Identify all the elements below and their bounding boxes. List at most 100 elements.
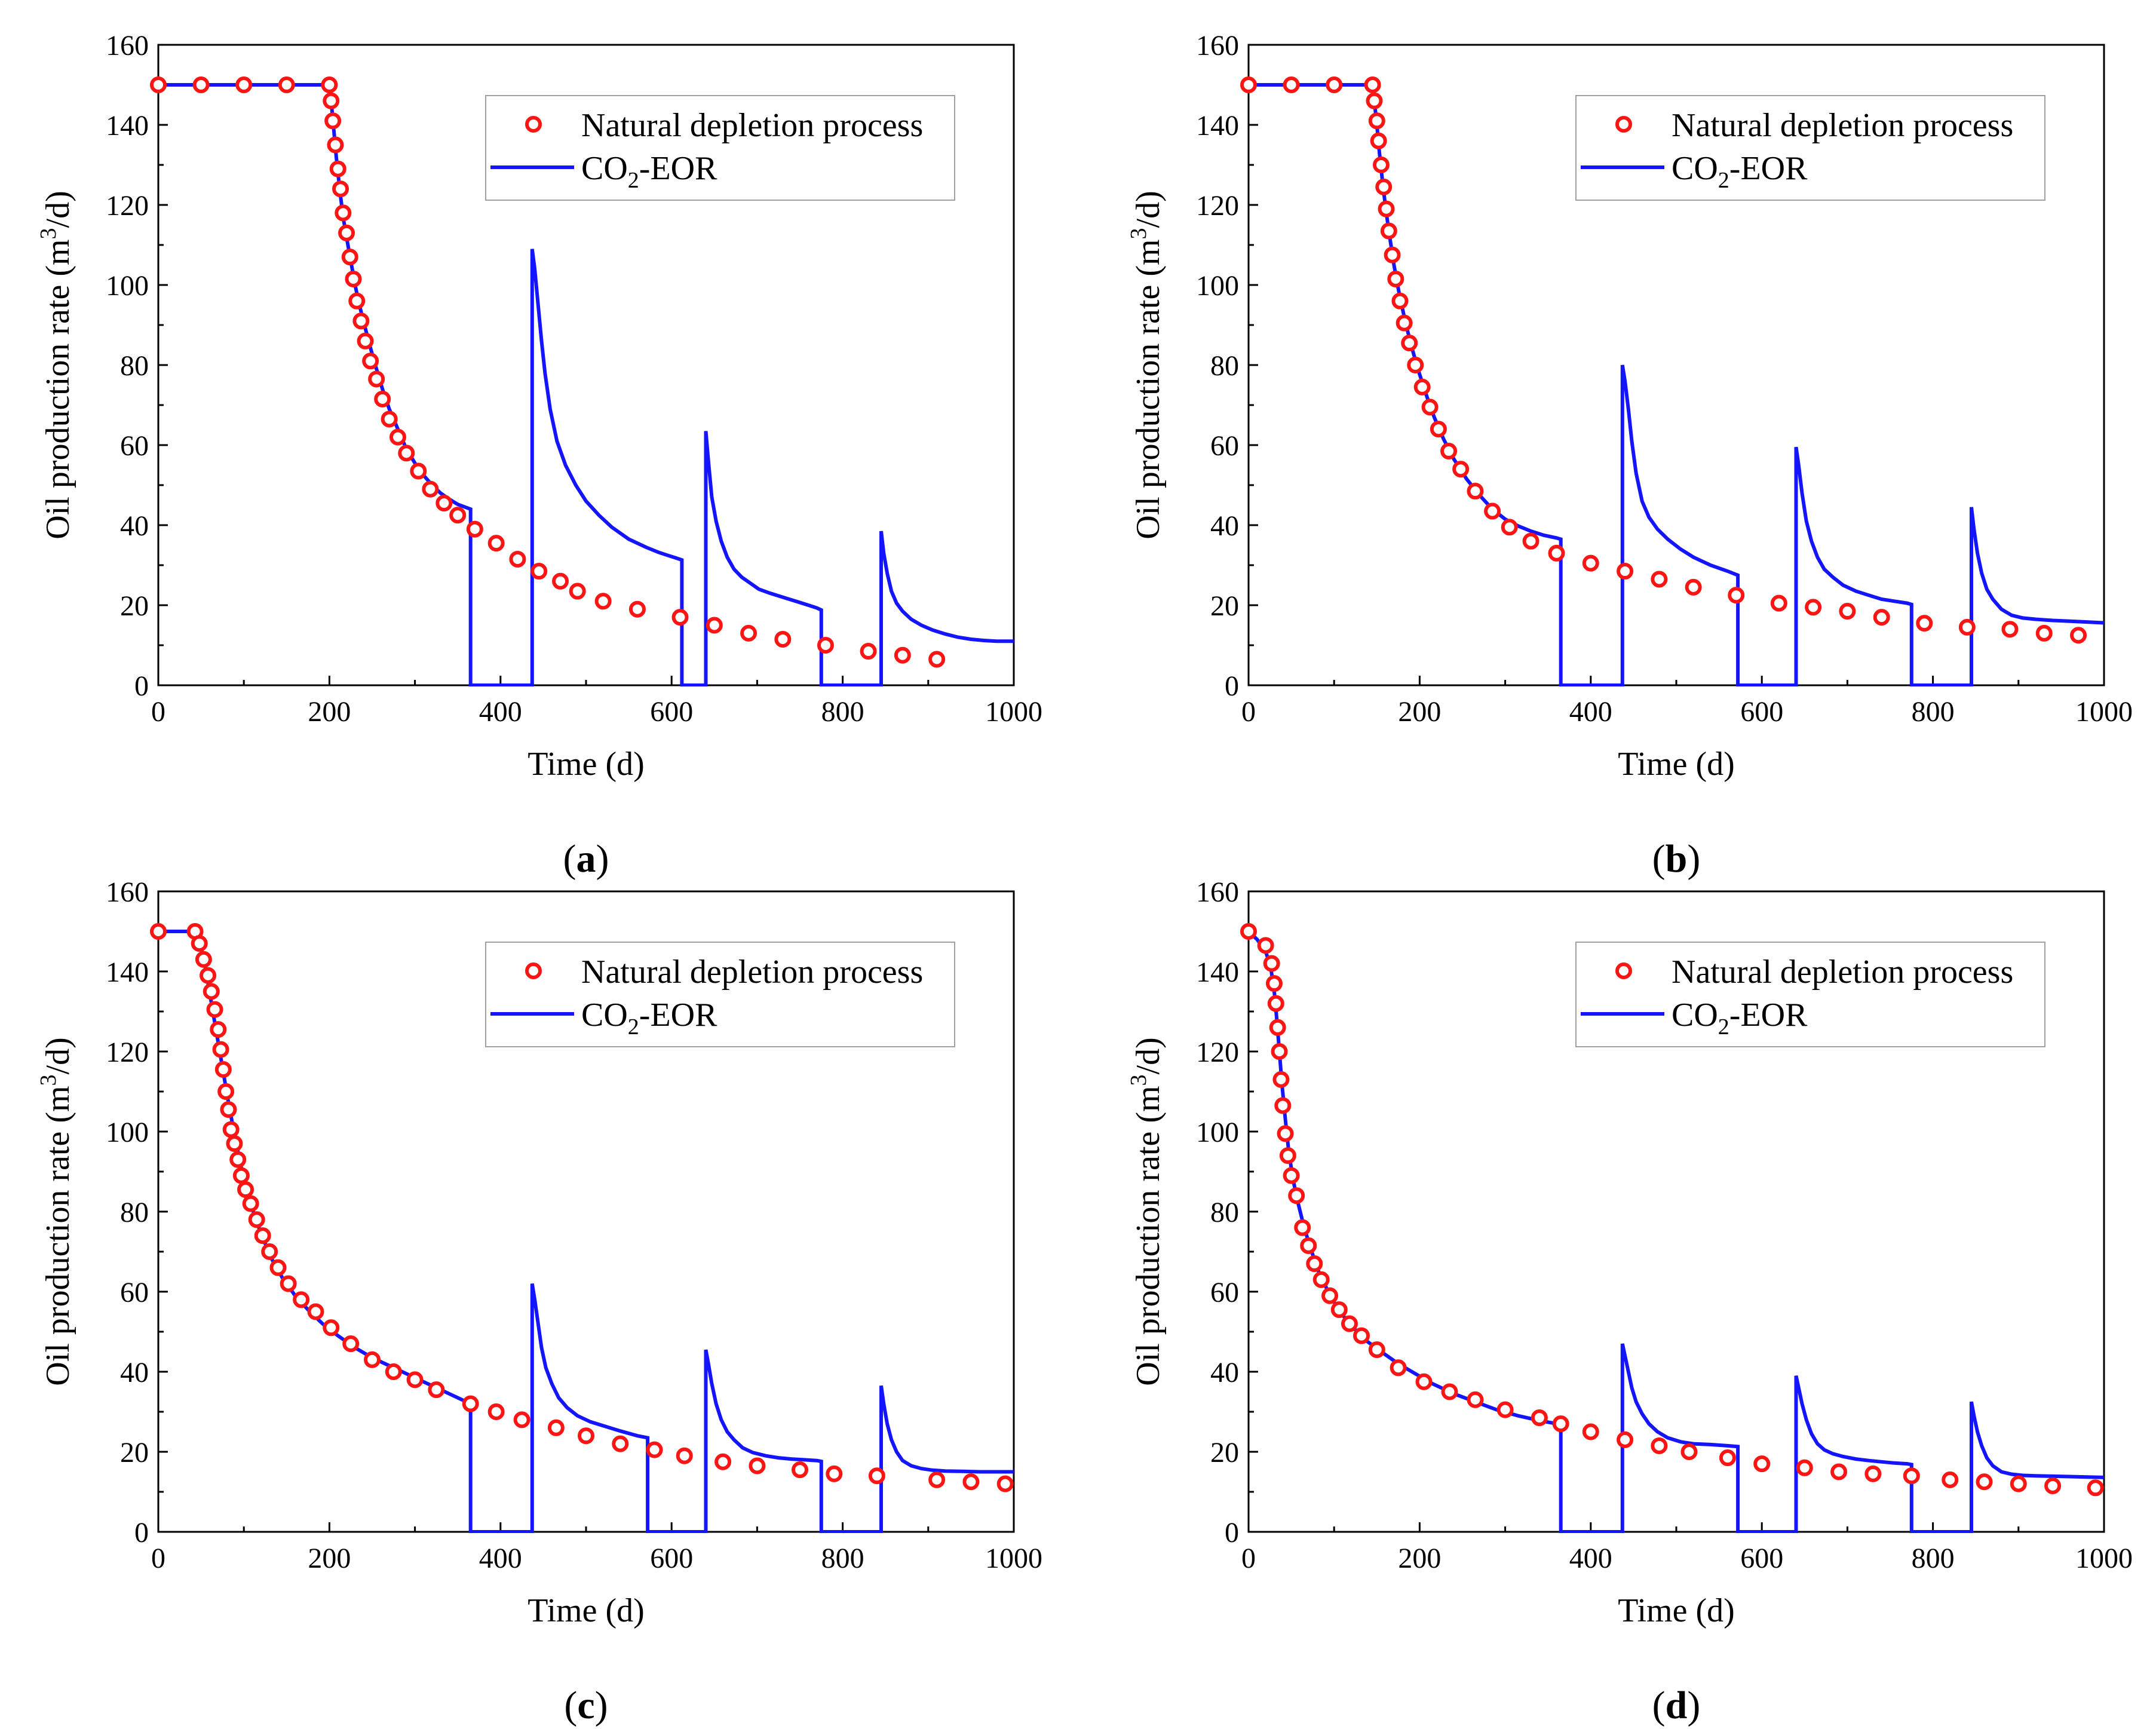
y-tick-label: 160 [106, 876, 149, 908]
y-tick-label: 80 [120, 350, 149, 382]
depletion-point [1484, 502, 1501, 520]
depletion-point [2035, 624, 2053, 642]
plot-area [150, 923, 1014, 1533]
depletion-point [826, 1465, 843, 1482]
depletion-point [714, 1453, 732, 1470]
depletion-point [612, 1435, 629, 1452]
y-tick-label: 40 [120, 1357, 149, 1388]
x-tick-label: 800 [821, 696, 864, 728]
depletion-point [1805, 599, 1822, 616]
depletion-point [1240, 76, 1257, 93]
depletion-point [2044, 1477, 2062, 1494]
depletion-point [792, 1461, 808, 1479]
depletion-point [192, 76, 210, 93]
depletion-point [646, 1441, 663, 1458]
depletion-point [569, 583, 586, 600]
y-tick-label: 20 [120, 1437, 149, 1469]
y-tick-label: 160 [1196, 876, 1239, 908]
depletion-point [357, 332, 374, 350]
depletion-point [487, 535, 505, 552]
depletion-point [206, 1001, 223, 1018]
depletion-point [1380, 222, 1397, 240]
depletion-point [293, 1291, 310, 1308]
depletion-point [1257, 937, 1274, 954]
y-tick-label: 0 [134, 670, 149, 702]
legend-eor-sub: 2 [628, 1014, 639, 1040]
depletion-point [1274, 1097, 1292, 1114]
legend: Natural depletion process CO2-EOR [485, 942, 955, 1047]
y-axis-title-sup: 3 [36, 1074, 61, 1086]
depletion-point [1384, 246, 1401, 263]
depletion-point [338, 224, 355, 241]
depletion-point [1269, 1019, 1286, 1036]
y-axis-title: Oil production rate (m3/d) [36, 191, 76, 539]
y-tick-label: 40 [1210, 1357, 1239, 1388]
depletion-point [1312, 1271, 1330, 1288]
depletion-point [487, 1403, 505, 1420]
depletion-point [1839, 603, 1856, 620]
depletion-point [1390, 1359, 1407, 1377]
depletion-point [1617, 563, 1634, 580]
legend: Natural depletion process CO2-EOR [1575, 942, 2045, 1047]
depletion-point [1496, 1401, 1514, 1418]
depletion-point [323, 92, 340, 109]
panel-label-close: ) [596, 837, 609, 881]
y-tick-label: 60 [1210, 430, 1239, 462]
depletion-point [200, 967, 217, 984]
depletion-point [749, 1457, 766, 1474]
depletion-point [229, 1151, 247, 1168]
depletion-point [1265, 975, 1283, 992]
depletion-point [364, 1351, 381, 1368]
depletion-point [1294, 1219, 1311, 1236]
depletion-point [342, 1335, 360, 1353]
depletion-point [628, 600, 646, 618]
depletion-point [381, 410, 398, 428]
y-axis-title-suffix: /d) [39, 1037, 76, 1074]
depletion-point [1378, 200, 1395, 217]
y-tick-label: 140 [106, 110, 149, 142]
legend-eor-sub: 2 [1718, 1014, 1729, 1040]
depletion-point [2070, 627, 2087, 644]
x-tick-label: 600 [1740, 1543, 1783, 1574]
depletion-point [1341, 1315, 1358, 1332]
x-tick-label: 800 [821, 1543, 864, 1574]
depletion-point [217, 1083, 235, 1100]
depletion-point [398, 444, 415, 462]
eor-series-line [1249, 83, 2105, 686]
depletion-point [1522, 532, 1539, 550]
y-tick-label: 20 [1210, 590, 1239, 622]
depletion-point [1582, 554, 1599, 572]
depletion-point [1441, 1383, 1458, 1400]
depletion-point [1368, 1341, 1385, 1359]
y-axis-title-suffix: /d) [1130, 191, 1167, 228]
depletion-point [341, 249, 358, 266]
y-axis-title-prefix: Oil production rate (m [39, 239, 76, 539]
y-axis-title-sup: 3 [36, 228, 61, 239]
depletion-point [1240, 923, 1257, 940]
depletion-point [1916, 615, 1933, 632]
depletion-point [1501, 519, 1518, 536]
y-tick-label: 120 [106, 190, 149, 222]
depletion-point [1279, 1147, 1296, 1164]
y-tick-label: 60 [1210, 1277, 1239, 1308]
depletion-point [1958, 618, 1976, 636]
depletion-point [740, 624, 757, 642]
legend-eor-main: CO [581, 150, 628, 187]
y-axis-title-prefix: Oil production rate (m [39, 1086, 76, 1385]
depletion-point [210, 1021, 227, 1038]
panel-label-open: ( [563, 837, 576, 881]
legend-box [485, 95, 955, 201]
depletion-point [462, 1395, 479, 1412]
depletion-point [195, 951, 212, 968]
depletion-point [894, 646, 911, 664]
depletion-point [1719, 1449, 1736, 1467]
legend-box [1575, 95, 2045, 201]
depletion-point [1387, 270, 1404, 287]
chart-panel-d: 0 200 400 600 800 1000 0 20 40 60 80 100 120 140 160 Ti… [1126, 876, 2133, 1727]
y-tick-label: 100 [1196, 1117, 1239, 1148]
depletion-point [352, 312, 370, 330]
plot-area [150, 76, 1014, 686]
y-axis-title: Oil production rate (m3/d) [1126, 191, 1167, 539]
y-axis-title-suffix: /d) [1130, 1037, 1167, 1074]
y-tick-label: 100 [106, 270, 149, 302]
